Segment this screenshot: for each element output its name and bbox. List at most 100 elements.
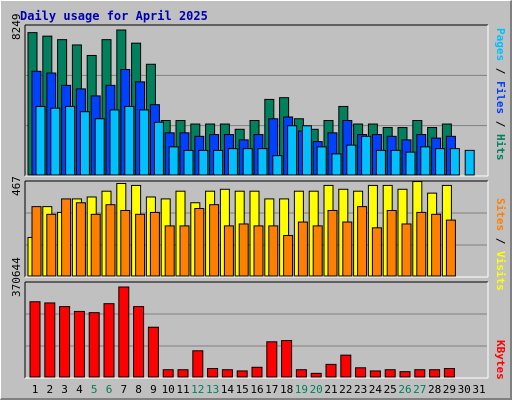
bar-pages-28: [435, 148, 446, 176]
bar-sites-28: [431, 213, 442, 277]
bar-sites-17: [268, 225, 279, 277]
bar-sites-29: [445, 219, 456, 277]
day-label-27: 27: [413, 383, 426, 396]
bar-sites-25: [386, 209, 397, 277]
bar-kbytes-21: [325, 363, 337, 378]
bar-sites-5: [90, 213, 101, 277]
day-label-11: 11: [176, 383, 189, 396]
bar-kbytes-23: [355, 367, 367, 378]
bar-sites-12: [194, 208, 205, 277]
bar-sites-6: [105, 204, 116, 277]
bar-pages-25: [390, 149, 401, 176]
bar-sites-1: [31, 206, 42, 277]
bar-sites-13: [209, 204, 220, 277]
bar-pages-6: [109, 109, 120, 176]
bar-kbytes-7: [118, 286, 130, 378]
bar-pages-12: [198, 149, 209, 176]
bar-kbytes-25: [384, 369, 396, 378]
bar-kbytes-2: [44, 302, 56, 378]
legend-top: Pages / Files / Hits: [494, 28, 507, 161]
bar-sites-7: [120, 209, 131, 277]
bar-sites-11: [179, 225, 190, 277]
bar-pages-3: [65, 105, 76, 176]
bar-kbytes-1: [29, 301, 41, 378]
bar-kbytes-17: [266, 341, 278, 378]
bar-sites-18: [283, 235, 294, 277]
bar-sites-27: [416, 211, 427, 277]
day-label-18: 18: [280, 383, 293, 396]
bar-sites-24: [371, 227, 382, 277]
day-label-12: 12: [191, 383, 204, 396]
bar-kbytes-22: [340, 354, 352, 378]
day-label-25: 25: [384, 383, 397, 396]
bar-pages-21: [331, 153, 342, 176]
bar-sites-10: [164, 225, 175, 277]
day-label-23: 23: [354, 383, 367, 396]
chart-title: Daily usage for April 2025: [20, 9, 208, 23]
bar-kbytes-14: [221, 369, 233, 378]
bar-kbytes-29: [443, 368, 455, 378]
day-label-20: 20: [310, 383, 323, 396]
bar-pages-1: [35, 105, 46, 176]
day-label-24: 24: [369, 383, 383, 396]
bar-pages-4: [79, 111, 90, 176]
day-label-30: 30: [458, 383, 471, 396]
legend-hits: Hits: [494, 134, 507, 161]
bar-pages-9: [153, 121, 164, 176]
bar-kbytes-19: [295, 369, 307, 378]
bar-kbytes-4: [73, 310, 85, 378]
legend-kbytes: KBytes: [494, 340, 507, 380]
bar-kbytes-6: [103, 303, 115, 378]
bar-sites-4: [75, 202, 86, 277]
day-label-4: 4: [76, 383, 83, 396]
bar-kbytes-10: [162, 369, 174, 378]
bar-pages-2: [50, 107, 61, 176]
day-label-9: 9: [150, 383, 157, 396]
day-label-1: 1: [32, 383, 39, 396]
bar-pages-23: [361, 135, 372, 176]
day-label-13: 13: [206, 383, 219, 396]
visits-ymax-label: 467: [10, 176, 23, 196]
bar-sites-22: [342, 221, 353, 277]
day-label-14: 14: [221, 383, 235, 396]
bar-pages-11: [183, 149, 194, 176]
bar-kbytes-3: [59, 306, 71, 378]
bar-pages-7: [124, 105, 135, 176]
bar-kbytes-9: [147, 326, 159, 378]
bar-sites-8: [135, 213, 146, 277]
day-label-10: 10: [162, 383, 175, 396]
legend-sites: Sites: [494, 198, 507, 232]
bar-pages-22: [346, 144, 357, 176]
bar-pages-10: [168, 146, 179, 176]
day-label-8: 8: [135, 383, 142, 396]
bar-sites-9: [149, 211, 160, 277]
bar-kbytes-28: [429, 369, 441, 378]
legend-files: Files: [494, 81, 507, 115]
day-label-6: 6: [106, 383, 113, 396]
bar-sites-26: [401, 223, 412, 277]
bar-pages-18: [287, 125, 298, 176]
day-label-17: 17: [265, 383, 278, 396]
bar-pages-24: [375, 149, 386, 176]
bar-sites-21: [327, 209, 338, 277]
bar-pages-27: [420, 146, 431, 176]
bar-kbytes-24: [369, 370, 381, 378]
bar-pages-5: [94, 118, 105, 176]
bar-kbytes-12: [192, 350, 204, 378]
day-label-31: 31: [472, 383, 485, 396]
bar-sites-20: [312, 225, 323, 277]
bar-sites-23: [357, 206, 368, 277]
bar-kbytes-11: [177, 369, 189, 378]
bar-sites-15: [238, 223, 249, 277]
bar-sites-2: [46, 213, 57, 277]
bar-kbytes-18: [281, 340, 293, 378]
day-label-28: 28: [428, 383, 441, 396]
bar-pages-29: [449, 148, 460, 176]
day-label-7: 7: [120, 383, 127, 396]
bar-pages-20: [316, 146, 327, 176]
bar-pages-17: [272, 155, 283, 176]
day-label-26: 26: [398, 383, 411, 396]
bar-pages-14: [227, 148, 238, 176]
bar-kbytes-27: [414, 369, 426, 378]
bar-pages-26: [405, 151, 416, 176]
